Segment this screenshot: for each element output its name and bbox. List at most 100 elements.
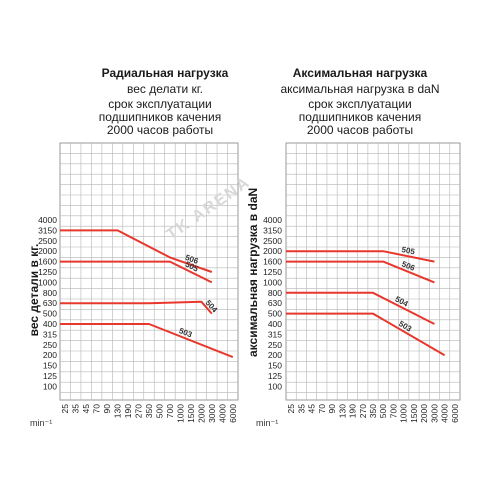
left-x-tick-label: 350: [144, 404, 154, 418]
right-y-tick-label: 1250: [263, 267, 282, 277]
right-y-tick-label: 630: [268, 298, 282, 308]
right-y-tick-label: 1600: [263, 257, 282, 267]
left-x-tick-label: 500: [154, 404, 164, 418]
right-y-tick-label: 800: [268, 288, 282, 298]
left-y-tick-label: 800: [43, 288, 57, 298]
left-x-tick-label: 35: [71, 404, 81, 414]
left-y-tick-label: 400: [43, 319, 57, 329]
right-x-tick-label: 70: [317, 404, 327, 414]
right-y-tick-label: 400: [268, 319, 282, 329]
left-series-504-line: [60, 300, 213, 315]
right-y-tick-label: 3150: [263, 225, 282, 235]
right-x-tick-label: 350: [368, 404, 378, 418]
left-chart-subtitle: вес делати кг.: [127, 82, 203, 96]
left-y-tick-label: 1250: [38, 267, 57, 277]
right-y-tick-label: 250: [268, 340, 282, 350]
left-plot-frame: [59, 142, 239, 401]
left-series-506-label: 506: [184, 253, 200, 266]
left-y-tick-label: 150: [43, 361, 57, 371]
right-chart-heading: Аксимальная нагрузка аксимальная нагрузк…: [255, 64, 465, 96]
left-x-tick-label: 270: [134, 404, 144, 418]
right-y-tick-label: 125: [268, 371, 282, 381]
right-y-tick-label: 200: [268, 350, 282, 360]
right-x-tick-label: 1500: [409, 404, 419, 423]
right-series-504-label: 504: [394, 294, 410, 308]
left-series-503-label: 503: [178, 326, 194, 339]
left-life-line-3: 2000 часов работы: [106, 123, 214, 137]
left-x-tick-label: 2000: [196, 404, 206, 423]
right-x-tick-label: 45: [307, 404, 317, 414]
left-series-503-line: [60, 323, 234, 359]
left-x-tick-label: 70: [92, 404, 102, 414]
left-x-tick-label: 45: [81, 404, 91, 414]
right-x-tick-label: 90: [327, 404, 337, 414]
right-x-tick-label: 130: [337, 404, 347, 418]
right-x-tick-label: 700: [388, 404, 398, 418]
left-y-tick-label: 2500: [38, 236, 57, 246]
right-y-tick-label: 4000: [263, 215, 282, 225]
left-y-tick-label: 200: [43, 350, 57, 360]
left-life-line-1: срок эксплуатации: [108, 97, 212, 111]
right-series-504-line: [286, 291, 435, 325]
left-y-tick-label: 2000: [38, 246, 57, 256]
left-chart-heading: Радиальная нагрузка вес делати кг.: [60, 64, 270, 96]
left-x-unit-label: min⁻¹: [30, 418, 53, 428]
left-x-tick-label: 6000: [228, 404, 238, 423]
left-series-505-line: [60, 260, 213, 284]
left-y-tick-label: 125: [43, 371, 57, 381]
left-y-tick-label: 630: [43, 298, 57, 308]
right-x-tick-label: 6000: [450, 404, 460, 423]
left-x-tick-label: 4000: [217, 404, 227, 423]
right-chart-title: Аксимальная нагрузка: [292, 66, 428, 80]
right-life-line-2: подшипников качения: [298, 110, 422, 124]
left-y-tick-label: 100: [43, 381, 57, 391]
right-x-tick-label: 500: [378, 404, 388, 418]
right-series-503-line: [286, 312, 446, 357]
right-chart-subtitle: аксимальная нагрузка в daN: [280, 82, 440, 96]
left-y-tick-label: 3150: [38, 225, 57, 235]
right-series-505-label: 505: [401, 245, 416, 257]
right-y-tick-label: 500: [268, 309, 282, 319]
right-series-506-label: 506: [400, 259, 416, 273]
left-x-tick-label: 25: [60, 404, 70, 414]
right-y-tick-label: 1000: [263, 277, 282, 287]
right-x-tick-label: 2000: [419, 404, 429, 423]
left-x-tick-label: 90: [102, 404, 112, 414]
right-series-503-label: 503: [397, 319, 414, 334]
right-x-tick-label: 3000: [429, 404, 439, 423]
right-plot-frame: [285, 142, 461, 401]
left-y-tick-label: 1600: [38, 257, 57, 267]
right-life-line-1: срок эксплуатации: [308, 97, 412, 111]
left-chart-title: Радиальная нагрузка: [101, 66, 229, 80]
left-life-line-2: подшипников качения: [98, 110, 222, 124]
right-x-unit-label: min⁻¹: [256, 418, 279, 428]
left-y-tick-label: 250: [43, 340, 57, 350]
right-x-tick-label: 270: [358, 404, 368, 418]
right-x-tick-label: 1000: [399, 404, 409, 423]
right-x-tick-label: 35: [296, 404, 306, 414]
right-x-tick-label: 25: [286, 404, 296, 414]
left-x-tick-label: 190: [123, 404, 133, 418]
left-x-tick-label: 700: [165, 404, 175, 418]
left-x-tick-label: 1000: [175, 404, 185, 423]
right-y-tick-label: 2500: [263, 236, 282, 246]
left-y-tick-label: 1000: [38, 277, 57, 287]
right-service-life-note: срок эксплуатации подшипников качения 20…: [260, 98, 460, 137]
right-y-tick-label: 2000: [263, 246, 282, 256]
right-series-506-line: [286, 260, 435, 284]
right-x-tick-label: 190: [348, 404, 358, 418]
right-series-505-line: [286, 250, 435, 263]
right-life-line-3: 2000 часов работы: [306, 123, 414, 137]
left-service-life-note: срок эксплуатации подшипников качения 20…: [60, 98, 260, 137]
right-x-tick-label: 4000: [440, 404, 450, 423]
left-x-tick-label: 130: [113, 404, 123, 418]
left-x-tick-label: 3000: [207, 404, 217, 423]
left-y-tick-label: 4000: [38, 215, 57, 225]
right-y-tick-label: 150: [268, 361, 282, 371]
right-y-tick-label: 315: [268, 329, 282, 339]
left-series-506-line: [60, 229, 213, 273]
left-y-tick-label: 500: [43, 309, 57, 319]
right-y-tick-label: 100: [268, 381, 282, 391]
left-y-tick-label: 315: [43, 329, 57, 339]
